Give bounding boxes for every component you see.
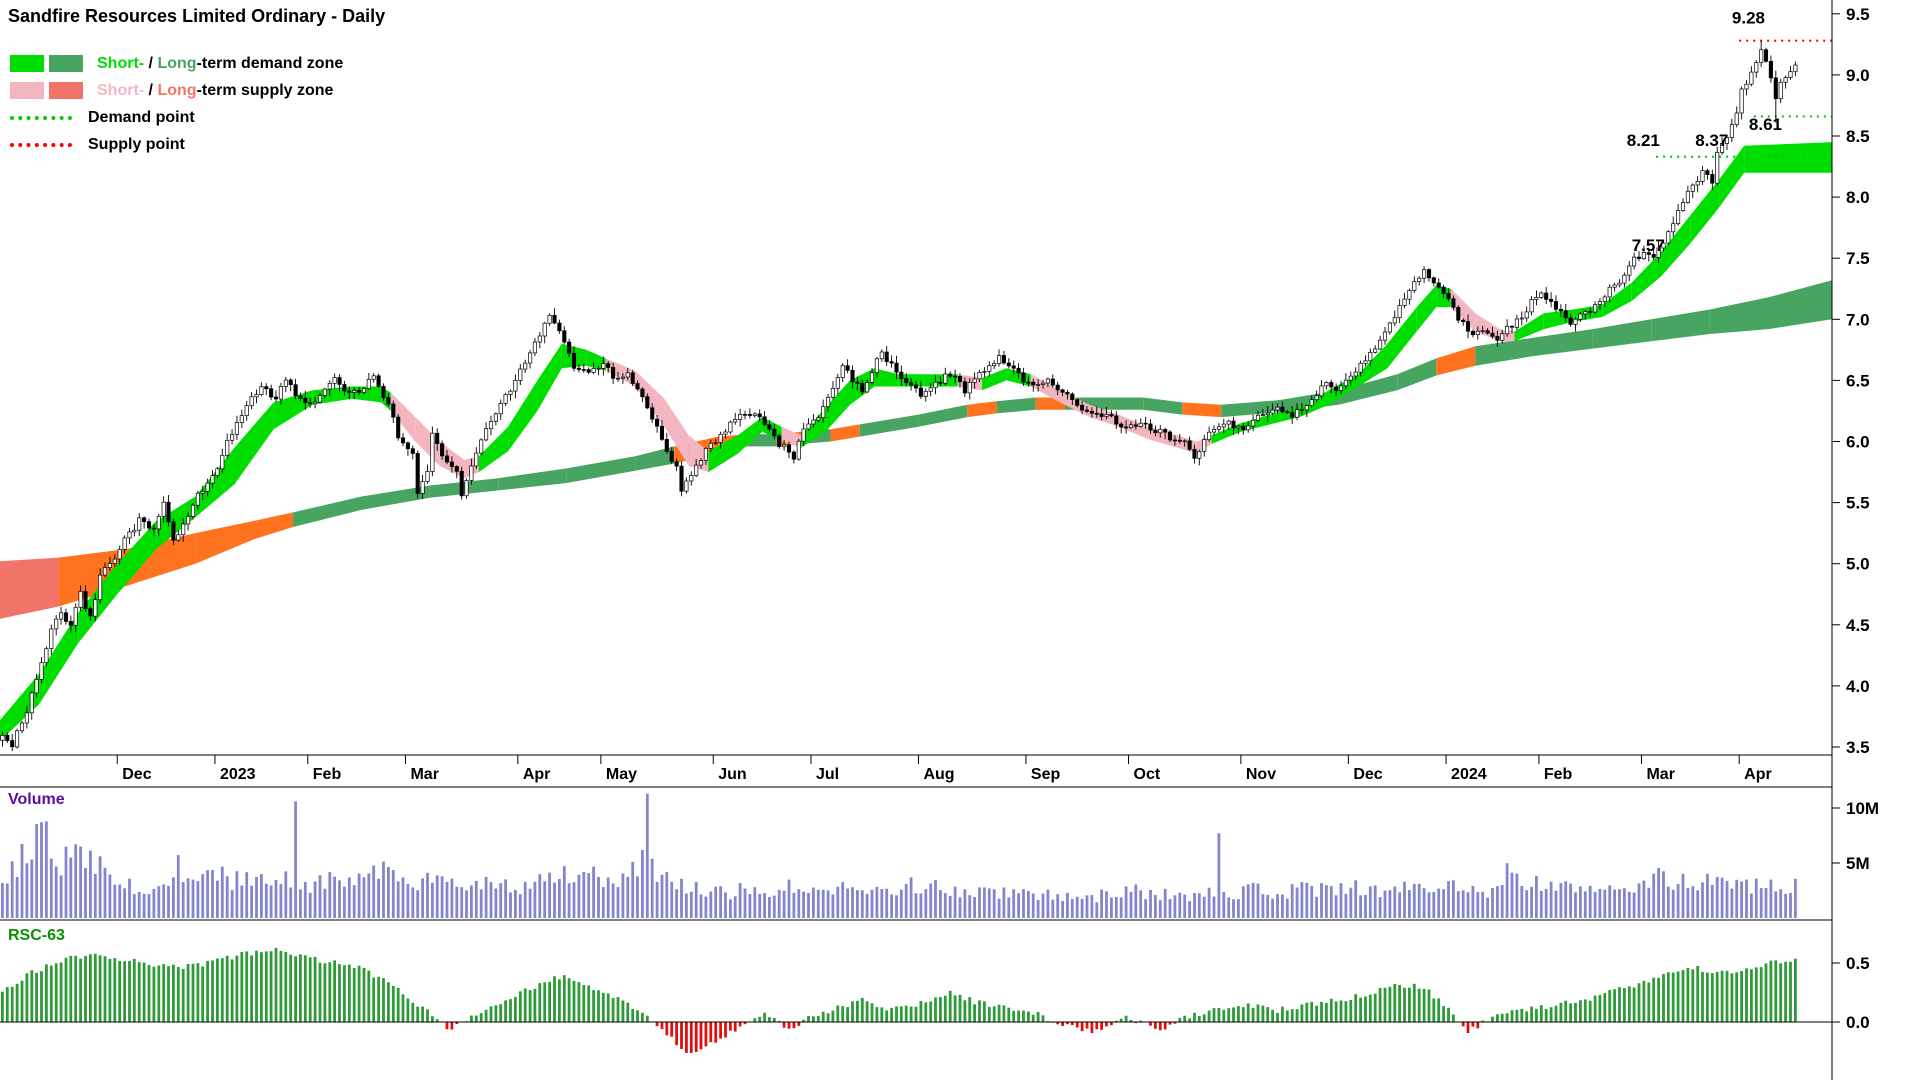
svg-text:Feb: Feb bbox=[313, 766, 342, 783]
legend-demand-rest-text: -term demand zone bbox=[196, 54, 344, 72]
svg-text:Oct: Oct bbox=[1134, 766, 1161, 783]
svg-text:9.0: 9.0 bbox=[1846, 66, 1870, 85]
legend-row-supply-point: Supply point bbox=[10, 131, 343, 158]
legend-row-demand-point: Demand point bbox=[10, 104, 343, 131]
legend-demand-short-text: Short- bbox=[97, 54, 145, 72]
rsc-series bbox=[1, 948, 1797, 1053]
svg-text:9.5: 9.5 bbox=[1846, 5, 1870, 24]
price-annotations: 9.28 8.61 8.21 8.37 7.57 bbox=[1627, 9, 1782, 255]
svg-text:8.61: 8.61 bbox=[1749, 115, 1782, 134]
volume-series bbox=[1, 793, 1797, 918]
svg-text:2023: 2023 bbox=[220, 766, 256, 783]
supply-long-swatch bbox=[49, 82, 83, 99]
svg-text:Aug: Aug bbox=[923, 766, 954, 783]
svg-text:Mar: Mar bbox=[1646, 766, 1674, 783]
svg-text:4.0: 4.0 bbox=[1846, 677, 1870, 696]
rsc-axis: 0.5 0.0 bbox=[1832, 954, 1870, 1032]
svg-text:8.37: 8.37 bbox=[1695, 131, 1728, 150]
candlestick-series bbox=[0, 40, 1798, 751]
legend-supply-rest-text: -term supply zone bbox=[196, 81, 334, 99]
legend-supply-point-label: Supply point bbox=[88, 135, 185, 153]
svg-text:2024: 2024 bbox=[1451, 766, 1487, 783]
long-term-zone-band bbox=[0, 280, 1832, 619]
svg-text:7.0: 7.0 bbox=[1846, 310, 1870, 329]
point-dotted-lines bbox=[1656, 39, 1832, 158]
chart-frame bbox=[0, 0, 1833, 1080]
svg-text:5.0: 5.0 bbox=[1846, 555, 1870, 574]
legend-row-supply-zone: Short- / Long-term supply zone bbox=[10, 77, 343, 104]
svg-text:0.0: 0.0 bbox=[1846, 1013, 1870, 1032]
demand-long-swatch bbox=[49, 55, 83, 72]
volume-axis: 10M 5M bbox=[1832, 799, 1879, 873]
demand-point-dotted-swatch bbox=[10, 115, 72, 120]
legend-row-demand-zone: Short- / Long-term demand zone bbox=[10, 50, 343, 77]
legend-demand-long-text: Long bbox=[157, 54, 197, 72]
demand-short-swatch bbox=[10, 55, 44, 72]
svg-text:9.28: 9.28 bbox=[1732, 9, 1765, 28]
short-term-zone-band bbox=[0, 142, 1832, 741]
svg-text:Jul: Jul bbox=[816, 766, 839, 783]
svg-text:Sep: Sep bbox=[1031, 766, 1061, 783]
legend: Short- / Long-term demand zone Short- / … bbox=[10, 50, 343, 158]
price-axis: 9.5 9.0 8.5 8.0 7.5 7.0 6.5 6.0 5.5 5.0 4.5 4.0 3.5 bbox=[1832, 5, 1870, 757]
svg-text:6.0: 6.0 bbox=[1846, 433, 1870, 452]
legend-supply-short-text: Short- bbox=[97, 81, 145, 99]
svg-text:10M: 10M bbox=[1846, 799, 1879, 818]
svg-text:Jun: Jun bbox=[718, 766, 746, 783]
svg-text:4.5: 4.5 bbox=[1846, 616, 1870, 635]
legend-demand-zone-label: Short- / Long-term demand zone bbox=[97, 55, 343, 73]
svg-text:8.5: 8.5 bbox=[1846, 127, 1870, 146]
svg-text:7.5: 7.5 bbox=[1846, 249, 1870, 268]
legend-demand-sep-text: / bbox=[144, 54, 158, 72]
svg-text:May: May bbox=[606, 766, 637, 783]
svg-text:Nov: Nov bbox=[1246, 766, 1276, 783]
svg-text:3.5: 3.5 bbox=[1846, 738, 1870, 757]
chart-title: Sandfire Resources Limited Ordinary - Da… bbox=[8, 6, 386, 26]
svg-text:6.5: 6.5 bbox=[1846, 371, 1870, 390]
svg-text:5.5: 5.5 bbox=[1846, 494, 1870, 513]
svg-text:8.0: 8.0 bbox=[1846, 188, 1870, 207]
legend-demand-point-label: Demand point bbox=[88, 108, 195, 126]
svg-text:Apr: Apr bbox=[1744, 766, 1772, 783]
svg-text:8.21: 8.21 bbox=[1627, 131, 1660, 150]
legend-supply-long-text: Long bbox=[157, 81, 197, 99]
svg-text:Dec: Dec bbox=[122, 766, 151, 783]
svg-text:Dec: Dec bbox=[1353, 766, 1382, 783]
svg-text:0.5: 0.5 bbox=[1846, 954, 1870, 973]
svg-text:Feb: Feb bbox=[1544, 766, 1573, 783]
supply-short-swatch bbox=[10, 82, 44, 99]
svg-text:Mar: Mar bbox=[410, 766, 438, 783]
legend-supply-sep-text: / bbox=[144, 81, 158, 99]
svg-text:7.57: 7.57 bbox=[1632, 236, 1665, 255]
svg-text:Apr: Apr bbox=[523, 766, 551, 783]
svg-text:5M: 5M bbox=[1846, 854, 1870, 873]
rsc-panel-label: RSC-63 bbox=[8, 927, 65, 944]
legend-supply-zone-label: Short- / Long-term supply zone bbox=[97, 82, 333, 100]
supply-point-dotted-swatch bbox=[10, 142, 72, 147]
x-axis-months: Dec 2023 Feb Mar Apr May Jun Jul Aug Sep Oct Nov Dec… bbox=[116, 755, 1772, 783]
volume-panel-label: Volume bbox=[8, 791, 65, 808]
